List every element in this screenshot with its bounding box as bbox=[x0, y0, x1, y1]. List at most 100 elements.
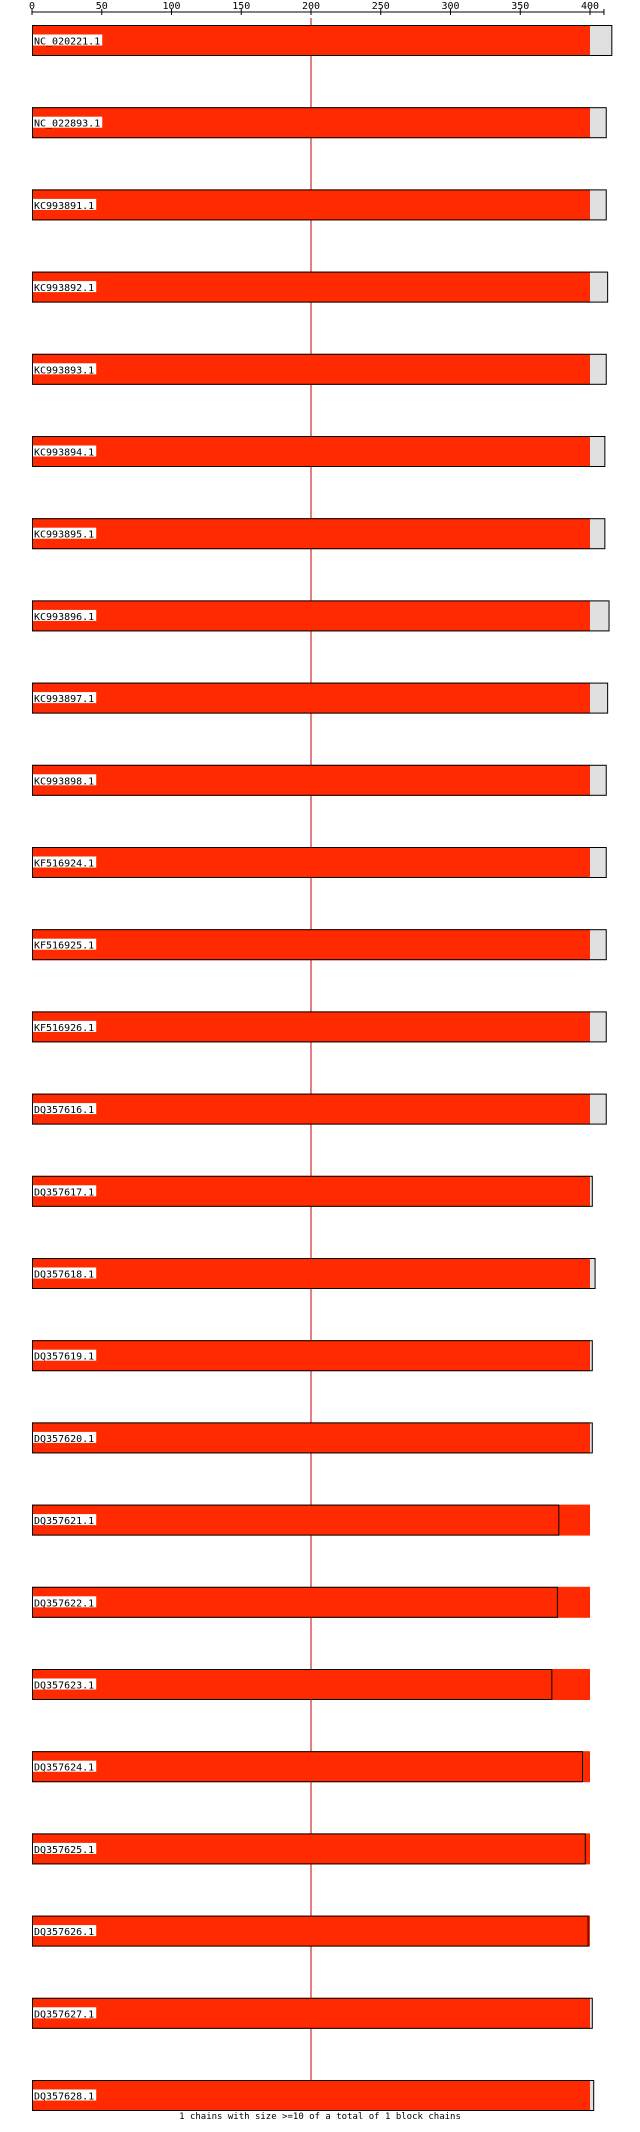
bar-remainder bbox=[590, 600, 610, 632]
bar-label-bg bbox=[33, 2007, 97, 2019]
bars-group: NC_020221.1 NC_022893.1 KC993891.1 KC993892… bbox=[32, 25, 613, 2111]
bar-row: NC_022893.1 bbox=[32, 107, 607, 139]
bar-outline bbox=[32, 600, 610, 632]
bar-row: DQ357624.1 bbox=[32, 1751, 590, 1783]
bar-outline bbox=[32, 271, 609, 303]
bar-block bbox=[32, 1258, 590, 1289]
bar-remainder bbox=[590, 929, 607, 961]
bar-outline bbox=[32, 518, 606, 550]
bar-block bbox=[32, 1586, 590, 1618]
bar-remainder bbox=[590, 1422, 593, 1454]
bar-remainder bbox=[590, 189, 607, 221]
bar-row: KC993895.1 bbox=[32, 518, 606, 550]
bar-label: KC993892.1 bbox=[34, 283, 94, 294]
bar-remainder bbox=[590, 682, 609, 714]
bar-label: KF516924.1 bbox=[34, 859, 94, 870]
bar-label: DQ357618.1 bbox=[34, 1270, 94, 1281]
bar-label: DQ357628.1 bbox=[34, 2092, 94, 2103]
bar-block bbox=[32, 1751, 590, 1783]
bar-block bbox=[32, 25, 590, 56]
x-axis-tick-label: 50 bbox=[96, 1, 108, 12]
bar-label: KC993895.1 bbox=[34, 530, 94, 541]
bar-outline bbox=[32, 1915, 589, 1947]
bar-block bbox=[32, 600, 590, 632]
bar-block bbox=[32, 1833, 590, 1865]
bar-row: DQ357619.1 bbox=[32, 1340, 593, 1372]
bar-remainder bbox=[590, 518, 606, 550]
bar-label: DQ357622.1 bbox=[34, 1598, 94, 1609]
bar-outline bbox=[32, 1586, 558, 1618]
bar-row: DQ357621.1 bbox=[32, 1504, 590, 1536]
bar-outline bbox=[32, 1833, 586, 1865]
bar-block bbox=[32, 353, 590, 385]
x-axis-tick-label: 350 bbox=[511, 1, 529, 12]
bar-label-bg bbox=[33, 281, 97, 293]
bar-block bbox=[32, 682, 590, 714]
bar-block bbox=[32, 847, 590, 878]
bar-remainder bbox=[590, 25, 613, 56]
bar-outline bbox=[32, 436, 606, 467]
bar-block bbox=[32, 436, 590, 467]
bar-row: KC993896.1 bbox=[32, 600, 610, 632]
x-axis-tick-label: 300 bbox=[441, 1, 459, 12]
bar-label: KC993893.1 bbox=[34, 365, 94, 376]
bar-remainder bbox=[590, 353, 607, 385]
bar-row: DQ357626.1 bbox=[32, 1915, 590, 1947]
bar-block bbox=[32, 271, 590, 303]
bar-label: DQ357623.1 bbox=[34, 1681, 94, 1692]
bar-label-bg bbox=[33, 1514, 97, 1526]
bar-outline bbox=[32, 1751, 584, 1783]
bar-block bbox=[32, 1997, 590, 2029]
bar-label-bg bbox=[33, 1103, 97, 1115]
bar-outline bbox=[32, 682, 609, 714]
bar-label: KF516925.1 bbox=[34, 941, 94, 952]
bar-outline bbox=[32, 1258, 596, 1289]
bar-outline bbox=[32, 1504, 560, 1536]
bar-row: KC993893.1 bbox=[32, 353, 607, 385]
bar-block bbox=[32, 1504, 590, 1536]
x-axis-tick-label: 250 bbox=[372, 1, 390, 12]
bar-row: DQ357617.1 bbox=[32, 1175, 593, 1207]
bar-label-bg bbox=[33, 1020, 97, 1032]
bar-label-bg bbox=[33, 445, 97, 457]
bar-label-bg bbox=[33, 1267, 97, 1279]
bar-label: KC993891.1 bbox=[34, 201, 94, 212]
bar-outline bbox=[32, 1340, 593, 1372]
bar-outline bbox=[32, 1011, 607, 1043]
bar-row: DQ357625.1 bbox=[32, 1833, 590, 1865]
bar-row: DQ357616.1 bbox=[32, 1093, 607, 1125]
bar-label: DQ357617.1 bbox=[34, 1187, 94, 1198]
bar-label-bg bbox=[33, 1431, 97, 1443]
bar-outline bbox=[32, 189, 607, 221]
bar-row: KF516925.1 bbox=[32, 929, 607, 961]
bar-row: KF516924.1 bbox=[32, 847, 607, 878]
bar-block bbox=[32, 764, 590, 796]
bar-label-bg bbox=[33, 1925, 97, 1937]
bar-label-bg bbox=[33, 2089, 97, 2101]
x-axis: 0 50 100 150 200 250 300 350 400 bbox=[29, 1, 605, 15]
bar-row: KF516926.1 bbox=[32, 1011, 607, 1043]
bar-block bbox=[32, 2080, 590, 2111]
bar-remainder bbox=[590, 271, 609, 303]
bar-remainder bbox=[590, 436, 606, 467]
bar-outline bbox=[32, 2080, 595, 2111]
bar-block bbox=[32, 107, 590, 139]
bar-label-bg bbox=[33, 363, 97, 375]
bar-remainder bbox=[590, 1258, 596, 1289]
bar-remainder bbox=[590, 764, 607, 796]
bar-label: DQ357624.1 bbox=[34, 1763, 94, 1774]
bar-block bbox=[32, 1669, 590, 1700]
bar-block bbox=[32, 189, 590, 221]
bar-remainder bbox=[590, 2080, 595, 2111]
bar-label: DQ357627.1 bbox=[34, 2009, 94, 2020]
bar-label: DQ357621.1 bbox=[34, 1516, 94, 1527]
bar-outline bbox=[32, 353, 607, 385]
bar-block bbox=[32, 1915, 590, 1947]
bar-label-bg bbox=[33, 198, 97, 210]
bar-block bbox=[32, 1011, 590, 1043]
bar-label-bg bbox=[33, 34, 103, 46]
bar-label-bg bbox=[33, 116, 103, 128]
bar-label: KC993896.1 bbox=[34, 612, 94, 623]
x-axis-tick-label: 100 bbox=[162, 1, 180, 12]
bar-label-bg bbox=[33, 609, 97, 621]
